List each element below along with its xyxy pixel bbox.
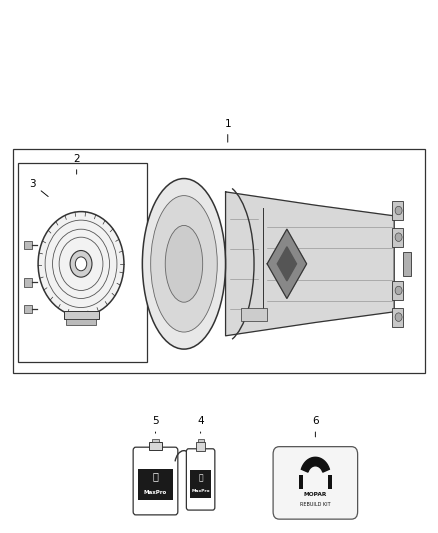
Bar xyxy=(18,163,147,362)
Bar xyxy=(64,311,99,319)
Bar xyxy=(24,305,32,313)
Polygon shape xyxy=(301,457,329,472)
Bar xyxy=(392,201,403,220)
Polygon shape xyxy=(277,247,297,281)
Bar xyxy=(299,475,303,489)
Bar xyxy=(241,308,267,321)
Text: 1: 1 xyxy=(224,119,231,142)
Text: MOPAR: MOPAR xyxy=(304,492,327,497)
FancyBboxPatch shape xyxy=(273,447,357,519)
Ellipse shape xyxy=(165,225,203,302)
Bar xyxy=(190,470,211,498)
Circle shape xyxy=(38,212,124,316)
Text: 3: 3 xyxy=(29,179,48,197)
Bar xyxy=(13,149,425,373)
Text: REBUILD KIT: REBUILD KIT xyxy=(300,502,331,507)
Circle shape xyxy=(395,206,402,215)
Circle shape xyxy=(395,286,402,295)
Bar xyxy=(198,439,204,442)
Text: MaxPro: MaxPro xyxy=(191,489,210,494)
Bar xyxy=(328,475,332,489)
Text: 4: 4 xyxy=(197,416,204,433)
Bar xyxy=(24,278,32,287)
Bar xyxy=(152,439,159,442)
Circle shape xyxy=(395,233,402,241)
Circle shape xyxy=(75,257,87,271)
Text: 6: 6 xyxy=(312,416,319,437)
Bar xyxy=(24,241,32,249)
Text: Ⓜ: Ⓜ xyxy=(198,474,203,482)
Text: MaxPro: MaxPro xyxy=(144,490,167,495)
Bar xyxy=(66,319,96,325)
Bar xyxy=(392,281,403,300)
Bar xyxy=(403,252,411,276)
FancyBboxPatch shape xyxy=(133,447,178,515)
Circle shape xyxy=(395,313,402,321)
Circle shape xyxy=(70,251,92,277)
Text: 2: 2 xyxy=(73,154,80,174)
Bar xyxy=(196,442,205,451)
FancyBboxPatch shape xyxy=(187,449,215,510)
Polygon shape xyxy=(226,192,394,336)
Bar xyxy=(149,442,162,450)
Ellipse shape xyxy=(142,179,226,349)
Bar xyxy=(392,228,403,247)
Polygon shape xyxy=(267,229,307,298)
Ellipse shape xyxy=(151,196,217,332)
Text: 5: 5 xyxy=(152,416,159,433)
Bar xyxy=(392,308,403,327)
Bar xyxy=(138,469,173,500)
Text: Ⓜ: Ⓜ xyxy=(152,472,159,481)
